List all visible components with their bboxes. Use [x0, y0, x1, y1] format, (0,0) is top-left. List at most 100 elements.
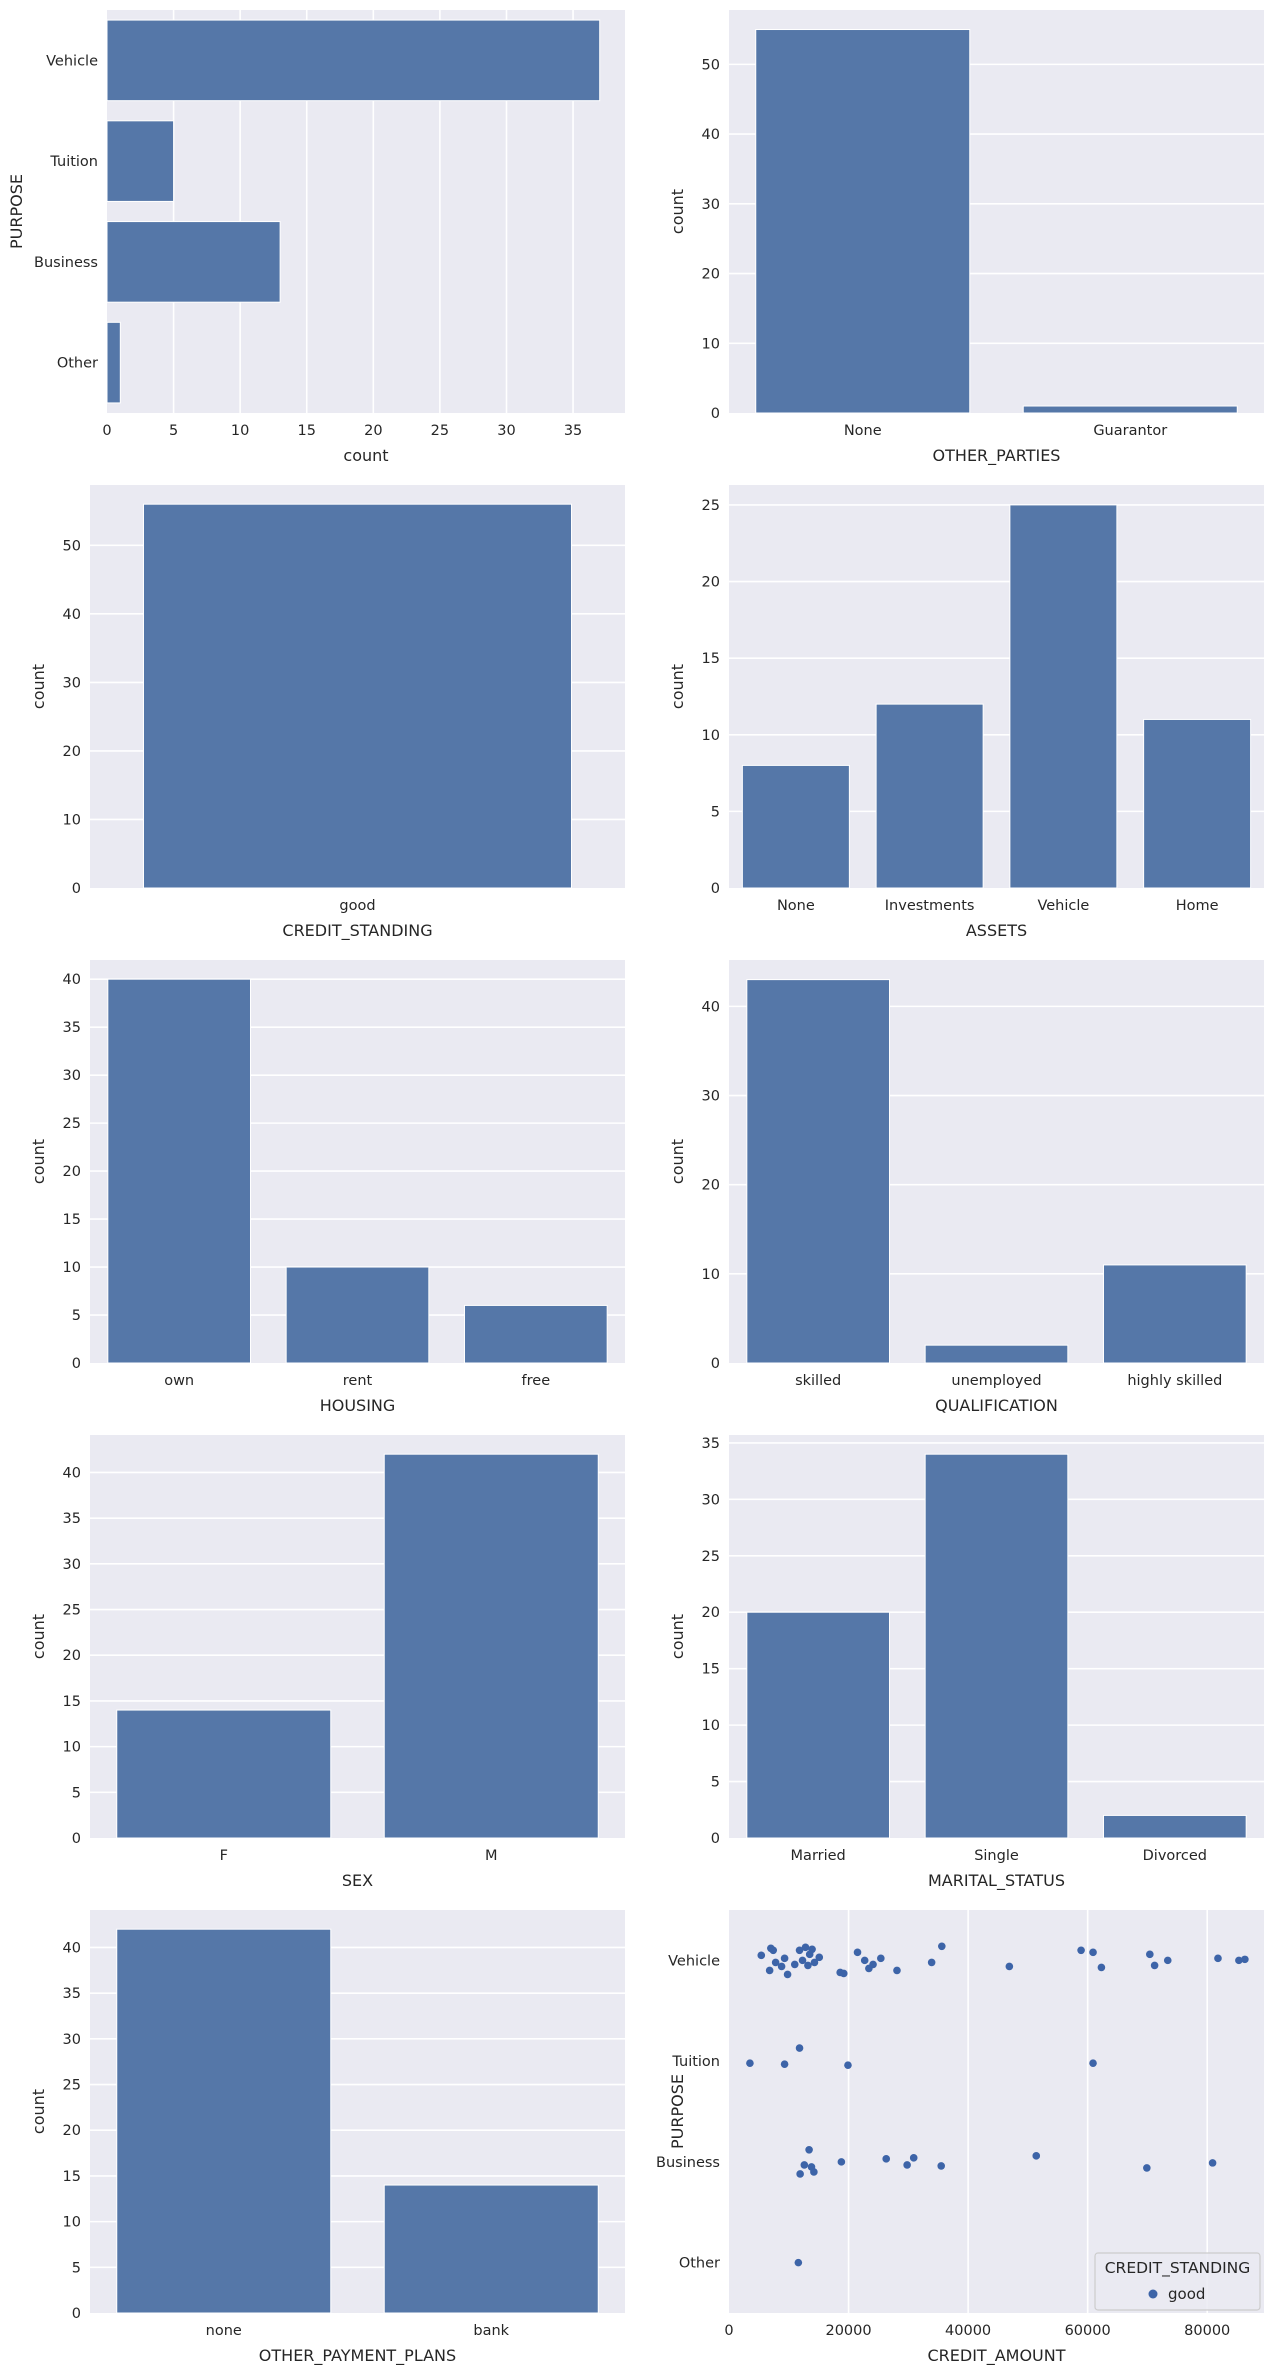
x-axis-label: CREDIT_AMOUNT [927, 2346, 1065, 2366]
marks [116, 1453, 599, 1839]
data-point [1235, 1956, 1243, 1965]
y-tick-label: 25 [702, 498, 720, 514]
y-tick-label: 20 [702, 1178, 720, 1194]
marks [755, 29, 1238, 414]
y-tick-label: 0 [711, 1356, 720, 1372]
x-axis-label: OTHER_PARTIES [933, 446, 1061, 466]
axis-labels: 0 10 20 30 40 50 good CREDIT_STANDING count [29, 538, 433, 941]
data-point [938, 1942, 946, 1951]
chart-other-payment-plans-countplot: 0 5 10 15 20 25 30 35 40 none bank OTHER_PAYMENT_PL… [0, 1900, 639, 2375]
y-tick-label: 30 [702, 197, 720, 213]
y-tick-label: 5 [72, 1785, 81, 1801]
data-point [1089, 1948, 1097, 1957]
axis-labels: 0 5 10 15 20 25 30 35 Married Single Divorced MARIT… [668, 1436, 1207, 1891]
y-tick-label: 10 [702, 1267, 720, 1283]
data-point [769, 1946, 778, 1955]
x-tick-label: Divorced [1143, 1848, 1207, 1864]
bar-Home [1143, 718, 1252, 889]
y-tick-label: 10 [702, 728, 720, 744]
x-tick-label: highly skilled [1127, 1373, 1222, 1389]
chart-assets: 0 5 10 15 20 25 None Investments Vehicle Home ASSE… [668, 485, 1264, 940]
data-point [771, 1958, 780, 1967]
y-tick-label: 35 [702, 1436, 720, 1452]
marks [746, 1453, 1247, 1839]
data-point [780, 2060, 789, 2068]
data-point [804, 1961, 812, 1970]
x-tick-label: 10 [231, 423, 249, 439]
data-point [882, 2155, 891, 2163]
x-axis-label: ASSETS [966, 921, 1027, 940]
data-point [1097, 1963, 1106, 1972]
y-tick-label: Other [679, 2256, 720, 2272]
axis-labels: 0 5 10 15 20 25 30 35 40 own rent free HOUSING count [29, 972, 550, 1415]
y-tick-label: 25 [702, 1549, 720, 1565]
y-tick-label: 5 [72, 1308, 81, 1324]
x-tick-label: 25 [431, 423, 449, 439]
y-tick-label: 5 [72, 2260, 81, 2276]
x-tick-label: Married [791, 1848, 846, 1864]
bar-unemployed [924, 1344, 1069, 1364]
data-point [869, 1960, 877, 1969]
bar-none [116, 1928, 332, 2314]
y-tick-label: Vehicle [46, 53, 98, 69]
data-point [1077, 1946, 1085, 1955]
y-tick-label: 10 [63, 1740, 81, 1756]
data-point [795, 2044, 804, 2052]
x-axis-label: SEX [342, 1871, 373, 1890]
bar-None [755, 29, 971, 414]
data-point [903, 2161, 911, 2169]
data-point [794, 2258, 803, 2267]
y-tick-label: 10 [63, 1260, 81, 1276]
y-tick-label: Business [34, 255, 98, 271]
x-axis-label: QUALIFICATION [935, 1396, 1058, 1415]
x-tick-label: bank [473, 2323, 509, 2339]
y-axis-label: count [668, 1614, 687, 1659]
y-tick-label: 25 [63, 1603, 81, 1619]
y-tick-label: 20 [63, 1648, 81, 1664]
data-point [757, 1951, 766, 1960]
chart-housing-countplot: 0 5 10 15 20 25 30 35 40 own rent free HOUSING count [0, 950, 639, 1425]
data-point [801, 1943, 810, 1952]
y-tick-label: 35 [63, 1511, 81, 1527]
y-tick-label: 0 [711, 1831, 720, 1847]
bar-Tuition [106, 120, 175, 202]
legend-title: CREDIT_STANDING [1105, 2259, 1251, 2278]
y-axis-label: count [668, 189, 687, 234]
bar-Vehicle [106, 19, 601, 102]
marks [107, 978, 608, 1364]
data-point [860, 1956, 869, 1965]
y-tick-label: 50 [63, 538, 81, 554]
x-tick-label: 35 [564, 423, 582, 439]
x-tick-label: M [485, 1848, 498, 1864]
bar-Married [746, 1611, 891, 1839]
x-tick-label: Investments [885, 898, 975, 914]
bar-rent [285, 1266, 430, 1364]
y-tick-label: 40 [63, 607, 81, 623]
x-tick-label: F [220, 1848, 228, 1864]
y-tick-label: 20 [702, 575, 720, 591]
x-tick-label: 15 [298, 423, 316, 439]
x-axis-label: OTHER_PAYMENT_PLANS [259, 2346, 456, 2366]
data-point [1146, 1950, 1154, 1959]
chart-qualification: 0 10 20 30 40 skilled unemployed highly skilled… [668, 960, 1264, 1415]
data-point [798, 1956, 807, 1965]
data-point [1163, 1956, 1172, 1965]
y-tick-label: 40 [702, 127, 720, 143]
x-tick-label: free [522, 1373, 551, 1389]
legend-box [1094, 2252, 1261, 2311]
y-tick-label: 20 [702, 267, 720, 283]
axis-labels: 0 5 10 15 20 25 30 35 40 none bank OTHER_PAYMENT_PL… [29, 1940, 510, 2366]
marks [746, 979, 1247, 1364]
y-tick-label: 25 [63, 1116, 81, 1132]
x-tick-label: None [777, 898, 815, 914]
axis-labels: 0 5 10 15 20 25 30 35 40 F M SEX count [29, 1465, 498, 1890]
x-tick-label: Vehicle [1037, 898, 1089, 914]
bar-None [741, 764, 850, 889]
bar-Business [106, 221, 281, 303]
data-point [1208, 2159, 1217, 2167]
x-tick-label: skilled [795, 1373, 841, 1389]
bar-M [383, 1453, 599, 1839]
bar-Single [924, 1453, 1069, 1839]
data-point [790, 1960, 799, 1969]
